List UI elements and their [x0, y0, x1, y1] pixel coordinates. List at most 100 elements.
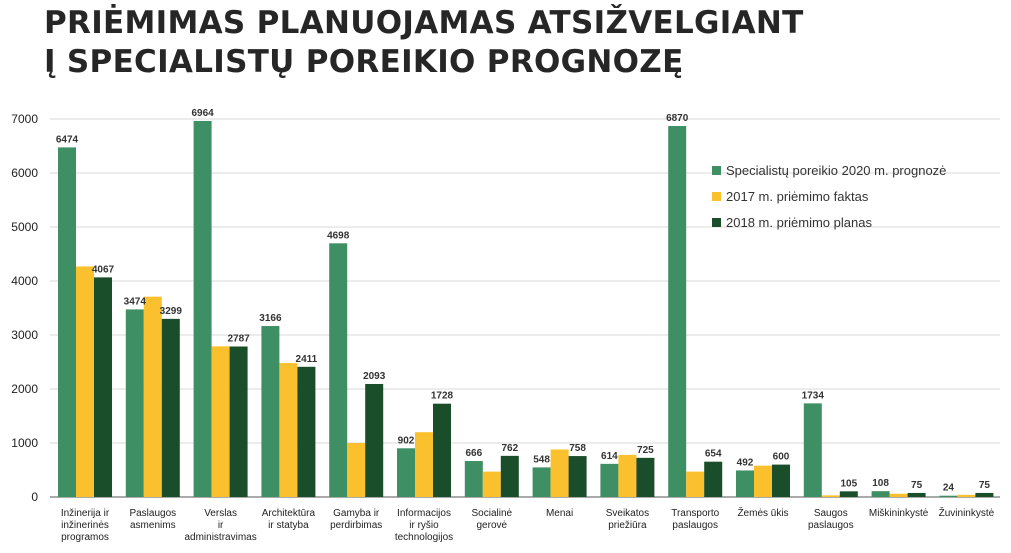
bar [686, 471, 705, 497]
bar [636, 457, 655, 497]
bar [261, 326, 280, 497]
x-tick-label: ir [218, 520, 224, 531]
y-tick-label: 3000 [11, 328, 38, 342]
x-tick-label: Gamyba ir [333, 508, 380, 519]
x-tick-label: Saugos [814, 508, 848, 519]
bar [871, 491, 890, 497]
y-axis-tick-labels: 0 1000 2000 3000 4000 5000 6000 7000 [11, 112, 38, 504]
bar [279, 363, 298, 497]
x-tick-label: priežiūra [608, 520, 647, 531]
x-tick-label: paslaugos [672, 520, 718, 531]
data-label: 3474 [124, 296, 147, 307]
bar [568, 456, 587, 497]
bar [482, 471, 501, 497]
bar [839, 491, 858, 497]
x-tick-label: Transporto [671, 508, 719, 519]
bar [772, 464, 790, 497]
bar [161, 318, 180, 497]
x-tick-label: Menai [546, 508, 573, 519]
bar [211, 346, 230, 497]
bar [297, 366, 316, 497]
legend-swatch [712, 166, 721, 175]
x-tick-label: programos [61, 532, 109, 543]
y-tick-label: 5000 [11, 220, 38, 234]
bar [550, 449, 569, 497]
data-label: 3166 [259, 313, 282, 324]
x-tick-label: Miškininkystė [869, 508, 929, 519]
data-label: 105 [840, 478, 857, 489]
data-label: 6964 [191, 108, 214, 119]
x-tick-label: inžinerinės [61, 520, 109, 531]
bar [229, 346, 248, 497]
data-label: 600 [773, 452, 790, 463]
x-tick-label: Verslas [204, 508, 237, 519]
bar [618, 454, 637, 497]
x-tick-label: Informacijos [397, 508, 451, 519]
bar [433, 403, 451, 497]
x-tick-label: asmenims [130, 520, 176, 531]
data-label: 725 [637, 445, 654, 456]
data-label: 666 [465, 448, 482, 459]
x-tick-label: perdirbimas [330, 520, 382, 531]
data-label: 4067 [92, 264, 115, 275]
bar [125, 309, 144, 497]
bar [500, 455, 519, 497]
data-label: 75 [911, 480, 923, 491]
bar [975, 492, 994, 497]
bar [704, 461, 723, 497]
bar [397, 448, 415, 497]
x-tick-label: paslaugos [808, 520, 854, 531]
bar [889, 493, 908, 497]
bar [668, 126, 687, 498]
legend-label: Specialistų poreikio 2020 m. prognozė [726, 163, 946, 178]
data-label: 902 [398, 435, 415, 446]
x-tick-label: Inžinerija ir [61, 508, 110, 519]
bar [736, 470, 754, 497]
data-label: 75 [979, 480, 991, 491]
bars [58, 120, 994, 498]
data-label: 3299 [160, 306, 183, 317]
bar [193, 120, 212, 497]
bar [329, 243, 348, 497]
bar [957, 494, 976, 497]
bar [803, 403, 822, 497]
y-tick-label: 7000 [11, 112, 38, 126]
legend-label: 2017 m. priėmimo faktas [726, 189, 869, 204]
data-label: 1734 [802, 390, 825, 401]
bar [821, 495, 840, 497]
data-label: 6474 [56, 134, 79, 145]
y-tick-label: 1000 [11, 436, 38, 450]
y-tick-label: 6000 [11, 166, 38, 180]
x-tick-label: administravimas [184, 532, 256, 543]
data-label: 492 [737, 457, 754, 468]
legend-swatch [712, 192, 721, 201]
x-tick-label: Sveikatos [606, 508, 649, 519]
legend-swatch [712, 218, 721, 227]
bar [415, 432, 433, 497]
page-title: PRIĖMIMAS PLANUOJAMAS ATSIŽVELGIANT Į SP… [44, 4, 804, 82]
data-label: 548 [533, 454, 550, 465]
bar [532, 467, 551, 497]
x-tick-label: technologijos [395, 532, 453, 543]
y-tick-label: 2000 [11, 382, 38, 396]
bar [143, 296, 162, 497]
data-label: 2787 [227, 334, 250, 345]
x-tick-label: Architektūra [262, 508, 316, 519]
title-line-2: Į SPECIALISTŲ POREIKIO PROGNOZĘ [44, 44, 684, 80]
data-label: 2411 [296, 354, 318, 365]
x-tick-label: Socialinė [472, 508, 513, 519]
bar [58, 147, 76, 498]
x-tick-label: Žuvininkystė [939, 506, 995, 519]
x-tick-label: ir ryšio [409, 520, 439, 531]
bar [464, 461, 483, 497]
bar [600, 463, 619, 497]
bar [907, 492, 926, 497]
data-label: 614 [601, 451, 618, 462]
x-tick-label: Paslaugos [129, 508, 176, 519]
bar [939, 495, 958, 497]
x-tick-label: Žemės ūkis [737, 506, 788, 519]
legend-label: 2018 m. priėmimo planas [726, 215, 872, 230]
data-label: 654 [705, 449, 722, 460]
data-label: 2093 [363, 371, 386, 382]
